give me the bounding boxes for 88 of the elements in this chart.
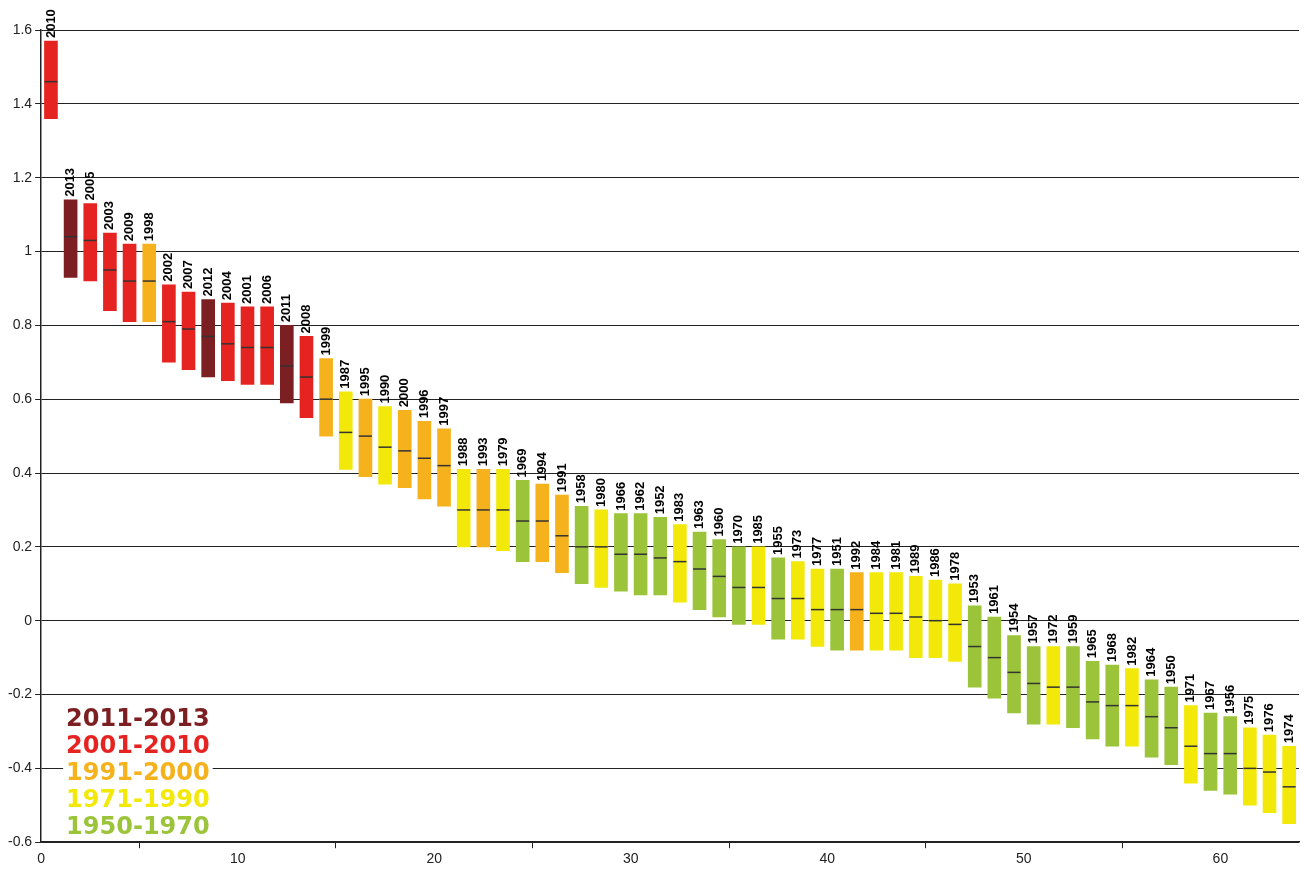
annotation: 1970 <box>730 514 746 544</box>
annotation: 2010 <box>42 9 58 39</box>
y-tick-label: 0.2 <box>12 537 33 554</box>
annotation: 1955 <box>769 526 785 555</box>
annotation: 1974 <box>1280 713 1296 744</box>
y-tick-label: 1.2 <box>12 168 33 185</box>
annotation: 2005 <box>81 171 97 201</box>
x-tick-label: 30 <box>622 850 639 867</box>
annotation: 1964 <box>1143 647 1159 677</box>
x-tick-label: 0 <box>37 850 46 867</box>
annotation: 1950 <box>1162 655 1178 685</box>
annotation: 1968 <box>1103 633 1119 662</box>
annotation: 1981 <box>887 540 903 570</box>
y-tick-label: 0.6 <box>12 390 33 407</box>
annotation: 1986 <box>926 548 942 578</box>
annotation: 1991 <box>553 463 569 493</box>
text: 2001-2010 <box>66 731 210 760</box>
text: 1950-1970 <box>66 812 210 841</box>
annotation: 1976 <box>1261 703 1277 733</box>
annotation: 1951 <box>828 537 844 567</box>
annotation: 1978 <box>946 551 962 581</box>
x-tick-label: 50 <box>1016 850 1032 867</box>
text: 1991-2000 <box>66 758 210 787</box>
annotation: 1993 <box>474 437 490 467</box>
annotation: 1960 <box>710 507 726 537</box>
annotation: 2009 <box>121 212 137 242</box>
annotation: 1983 <box>671 492 687 522</box>
annotation: 1989 <box>907 544 923 574</box>
text: 2011-2013 <box>66 704 210 733</box>
annotation: 1995 <box>357 367 372 397</box>
annotation: 1956 <box>1221 684 1237 714</box>
annotation: 2003 <box>101 201 117 231</box>
annotation: 1971 <box>1182 673 1198 703</box>
x-tick-label: 10 <box>229 850 246 867</box>
annotation: 2002 <box>160 252 176 282</box>
text: 1971-1990 <box>66 785 210 814</box>
annotation: 2013 <box>62 167 78 197</box>
annotation: 1984 <box>868 540 884 570</box>
x-tick-label: 60 <box>1212 850 1229 867</box>
annotation: 2000 <box>396 378 412 408</box>
x-tick-label: 40 <box>819 850 836 867</box>
annotation: 1969 <box>514 448 530 478</box>
annotation: 1980 <box>592 478 608 507</box>
annotation: 1958 <box>573 474 589 504</box>
annotation: 1965 <box>1084 629 1100 659</box>
annotation: 1997 <box>435 396 451 426</box>
y-tick-label: 1.4 <box>12 94 33 111</box>
annotation: 1975 <box>1241 695 1257 725</box>
annotation: 1987 <box>337 359 353 389</box>
annotation: 1963 <box>691 500 707 530</box>
y-tick-label: -0.2 <box>8 685 33 702</box>
annotation: 1982 <box>1123 636 1139 666</box>
y-tick-label: 0.8 <box>12 316 33 333</box>
annotation: 1988 <box>455 437 471 467</box>
annotation: 1990 <box>376 374 392 404</box>
annotation: 1973 <box>789 529 805 559</box>
annotation: 1977 <box>809 537 825 567</box>
annotation: 1962 <box>632 481 648 511</box>
annotation: 1999 <box>317 326 333 356</box>
annotation: 2008 <box>298 304 314 334</box>
y-tick-label: 1 <box>24 242 33 259</box>
x-tick-label: 20 <box>426 850 443 867</box>
annotation: 2011 <box>278 294 294 323</box>
annotation: 1959 <box>1064 614 1080 644</box>
annotation: 1957 <box>1025 614 1041 644</box>
annotation: 2004 <box>219 270 235 301</box>
annotation: 1996 <box>415 389 431 419</box>
annotation: 1953 <box>966 574 982 603</box>
annotation: 1972 <box>1044 614 1060 644</box>
annotation: 1992 <box>848 540 864 570</box>
y-tick-label: 1.6 <box>12 20 33 37</box>
annotation: 2007 <box>180 260 196 290</box>
annotation: 1979 <box>494 437 510 467</box>
annotation: 1998 <box>140 212 156 242</box>
annotation: 1994 <box>533 451 549 482</box>
annotation: 1952 <box>651 485 667 515</box>
annotation: 1961 <box>985 585 1001 614</box>
annotation: 1954 <box>1005 602 1021 633</box>
annotation: 2006 <box>258 274 274 304</box>
annotation: 1967 <box>1202 681 1218 710</box>
annotation: 2012 <box>199 267 215 297</box>
annotation: 1985 <box>750 514 766 544</box>
y-tick-label: 0 <box>24 611 33 628</box>
y-tick-label: -0.6 <box>8 833 33 850</box>
annotation: 2001 <box>239 274 255 304</box>
y-tick-label: 0.4 <box>12 463 33 480</box>
y-tick-label: -0.4 <box>8 759 33 776</box>
annotation: 1966 <box>612 481 628 511</box>
